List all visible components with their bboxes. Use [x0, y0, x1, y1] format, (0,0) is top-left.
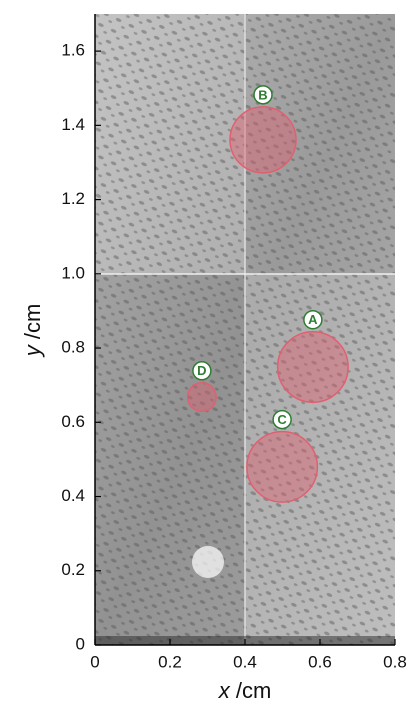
region-circle	[246, 430, 319, 503]
y-axis-label: y /cm	[20, 304, 45, 359]
x-tick-label: 0.6	[308, 652, 332, 671]
region-label: D	[197, 363, 206, 378]
label-badge	[272, 409, 292, 430]
label-badge	[303, 309, 323, 330]
y-tick-label: 0	[76, 634, 85, 653]
y-tick-label: 0.4	[61, 486, 85, 505]
region-label: B	[258, 87, 267, 102]
region-circle	[229, 106, 297, 174]
y-label-unit: /cm	[20, 304, 45, 339]
region-label: C	[277, 412, 287, 427]
y-tick-label: 1.2	[61, 189, 85, 208]
label-badge	[192, 361, 212, 381]
x-axis-label: x /cm	[218, 678, 272, 703]
y-tick-label: 1.6	[61, 41, 85, 60]
x-label-unit: /cm	[236, 678, 271, 703]
x-tick-label: 0	[90, 652, 99, 671]
x-label-var: x	[218, 678, 231, 703]
y-tick-label: 0.6	[61, 412, 85, 431]
x-tick-label: 0.2	[158, 652, 182, 671]
region-circle	[276, 330, 349, 403]
region-circle	[186, 382, 217, 413]
x-tick-label: 0.4	[233, 652, 257, 671]
micrograph	[95, 14, 395, 645]
label-badge	[253, 85, 273, 105]
x-tick-label: 0.8	[383, 652, 407, 671]
y-tick-label: 0.2	[61, 560, 85, 579]
region-label: A	[308, 312, 318, 327]
y-tick-label: 1.0	[61, 263, 85, 282]
y-tick-label: 1.4	[61, 115, 85, 134]
y-tick-label: 0.8	[61, 338, 85, 357]
y-label-var: y	[20, 343, 45, 358]
